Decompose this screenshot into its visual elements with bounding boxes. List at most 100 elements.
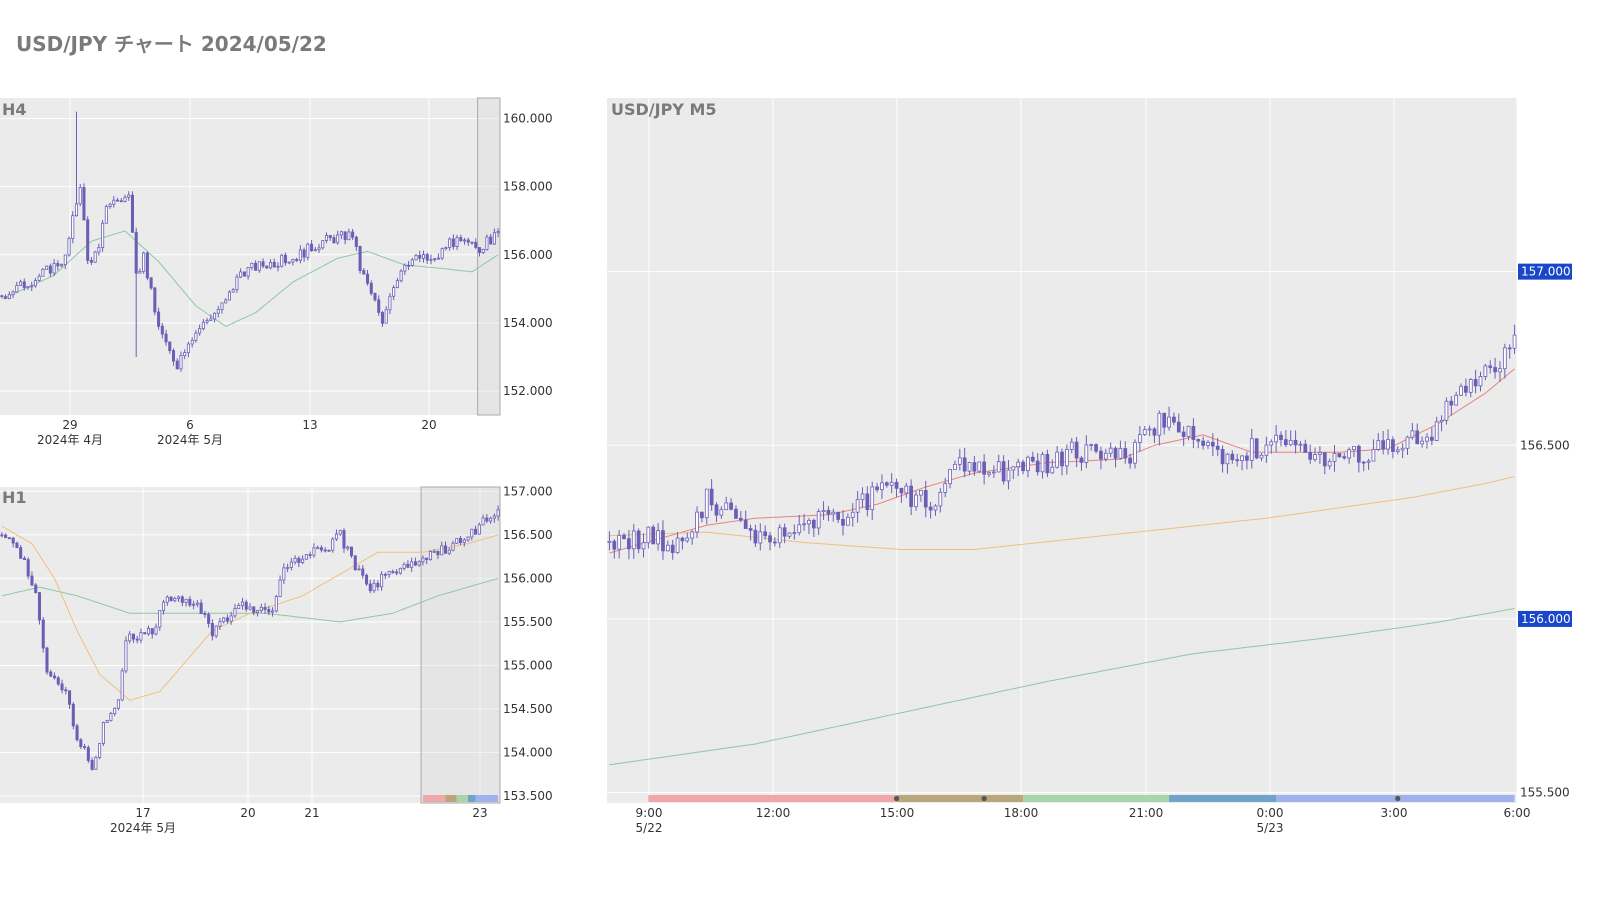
candle-body bbox=[1347, 449, 1351, 459]
h4-chart-title: H4 bbox=[2, 100, 27, 119]
candle-body bbox=[171, 350, 176, 362]
candle-body bbox=[1444, 400, 1449, 421]
candle-body bbox=[331, 538, 335, 551]
candle-body bbox=[1288, 439, 1293, 446]
candle-body bbox=[128, 633, 132, 642]
h4-y-tick-label: 160.000 bbox=[503, 111, 553, 125]
candle-body bbox=[496, 231, 500, 234]
candle-body bbox=[387, 571, 391, 575]
candle-body bbox=[142, 252, 146, 272]
candle-body bbox=[485, 517, 489, 522]
candle-body bbox=[98, 742, 102, 758]
candle-body bbox=[298, 249, 302, 261]
candle-body bbox=[4, 534, 8, 539]
candle-body bbox=[259, 606, 263, 611]
candle-body bbox=[124, 640, 128, 672]
candle-body bbox=[354, 236, 358, 247]
candle-body bbox=[1225, 453, 1230, 465]
candle-body bbox=[748, 528, 753, 531]
candle-body bbox=[272, 261, 276, 268]
candle-body bbox=[180, 596, 184, 603]
candle-body bbox=[477, 524, 481, 535]
candle-body bbox=[1147, 428, 1152, 431]
candle-body bbox=[661, 530, 665, 552]
candle-body bbox=[109, 713, 113, 721]
candle-body bbox=[1493, 367, 1497, 373]
candle-body bbox=[304, 554, 308, 560]
candle-body bbox=[656, 530, 660, 545]
candle-body bbox=[68, 690, 72, 705]
candle-body bbox=[177, 596, 181, 599]
candle-body bbox=[1128, 457, 1132, 464]
candle-body bbox=[1502, 347, 1507, 370]
candle-body bbox=[811, 519, 816, 529]
candle-body bbox=[380, 573, 384, 588]
candle-body bbox=[56, 677, 60, 685]
h1-y-tick-label: 156.500 bbox=[503, 528, 553, 542]
h1-y-tick-label: 155.000 bbox=[503, 658, 553, 672]
candle-body bbox=[1322, 452, 1327, 467]
candle-body bbox=[425, 557, 429, 560]
h1-moving-average-line bbox=[1, 525, 499, 701]
m5-session-band bbox=[1023, 795, 1170, 802]
h1-y-tick-label: 155.500 bbox=[503, 615, 553, 629]
candle-body bbox=[214, 625, 218, 637]
candle-body bbox=[455, 538, 459, 544]
candle-body bbox=[295, 259, 299, 261]
candle-body bbox=[237, 605, 241, 609]
candle-body bbox=[641, 542, 646, 550]
candle-body bbox=[392, 287, 396, 297]
candle-body bbox=[240, 601, 245, 606]
candle-body bbox=[130, 194, 134, 233]
candle-body bbox=[71, 703, 75, 727]
candle-body bbox=[194, 332, 198, 341]
candle-body bbox=[428, 551, 432, 560]
candle-body bbox=[210, 623, 214, 637]
candle-body bbox=[1176, 421, 1181, 433]
candle-body bbox=[220, 302, 224, 310]
candle-body bbox=[280, 254, 284, 267]
candle-body bbox=[982, 461, 986, 475]
candle-body bbox=[432, 551, 436, 553]
candle-body bbox=[1026, 456, 1030, 472]
candle-body bbox=[875, 486, 879, 491]
candle-body bbox=[1498, 368, 1502, 373]
candle-body bbox=[1215, 445, 1220, 450]
m5-session-band bbox=[648, 795, 897, 802]
candle-body bbox=[622, 534, 626, 540]
candle-body bbox=[239, 271, 243, 278]
candle-body bbox=[395, 571, 399, 574]
candle-body bbox=[384, 309, 388, 324]
candle-body bbox=[293, 557, 297, 563]
h1-current-window-highlight bbox=[420, 486, 501, 804]
candle-body bbox=[1118, 448, 1123, 459]
m5-moving-average-line bbox=[609, 608, 1515, 766]
candle-body bbox=[481, 248, 485, 253]
candle-body bbox=[74, 203, 79, 217]
m5-x-tick-label: 6:00 bbox=[1504, 806, 1531, 820]
candle-body bbox=[358, 246, 362, 271]
candle-body bbox=[407, 264, 411, 267]
candle-body bbox=[362, 270, 366, 275]
h4-y-tick-label: 158.000 bbox=[503, 180, 553, 194]
candle-body bbox=[71, 215, 75, 239]
candle-body bbox=[41, 268, 45, 277]
candle-body bbox=[332, 237, 336, 244]
candle-body bbox=[276, 265, 280, 268]
h1-y-tick-label: 153.500 bbox=[503, 789, 553, 803]
candle-body bbox=[425, 254, 429, 261]
h4-y-tick-label: 154.000 bbox=[503, 316, 553, 330]
candle-body bbox=[489, 236, 493, 245]
candle-body bbox=[462, 539, 466, 543]
candle-body bbox=[1191, 425, 1196, 440]
candle-body bbox=[34, 584, 38, 593]
candle-body bbox=[82, 187, 86, 221]
candle-body bbox=[49, 671, 53, 677]
candle-body bbox=[919, 489, 923, 496]
candle-body bbox=[227, 291, 231, 301]
candle-body bbox=[112, 199, 116, 205]
candle-body bbox=[150, 628, 154, 635]
candle-body bbox=[1094, 444, 1098, 452]
candle-body bbox=[792, 532, 797, 535]
h1-y-tick-label: 156.000 bbox=[503, 571, 553, 585]
